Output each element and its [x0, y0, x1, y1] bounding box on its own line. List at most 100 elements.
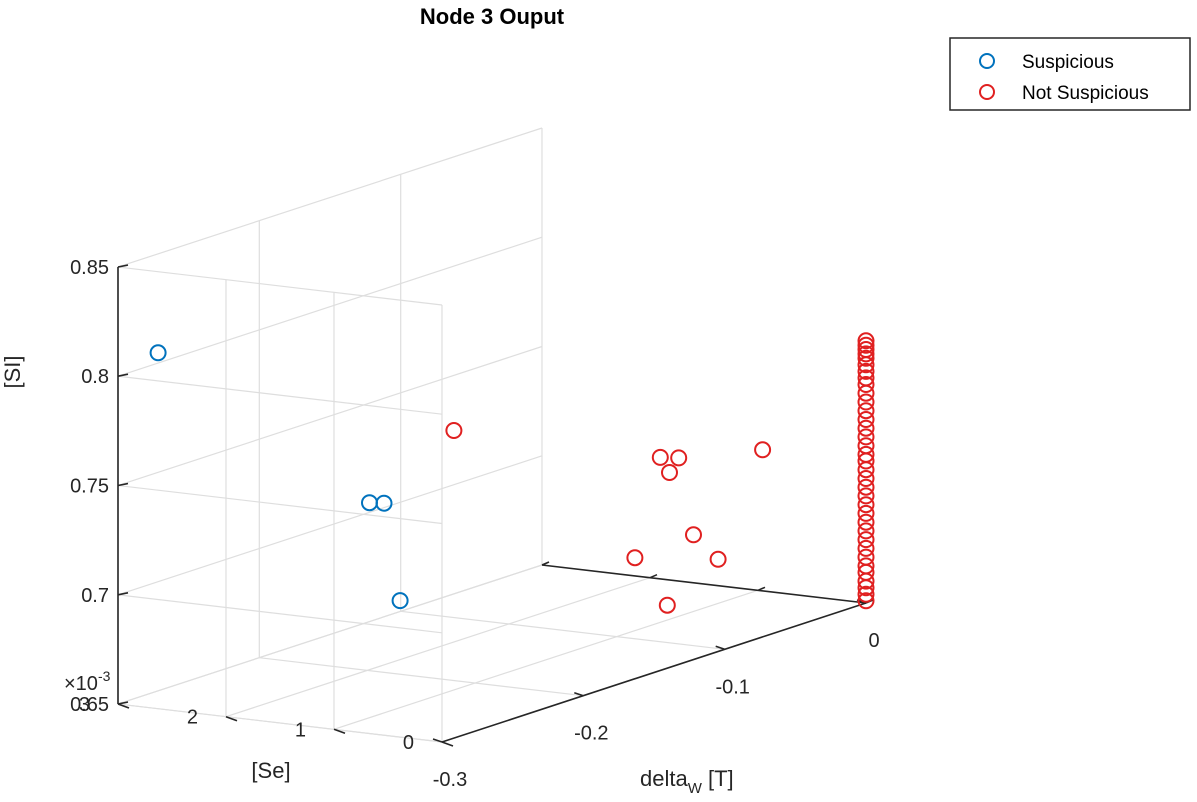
data-point-not-suspicious	[857, 585, 875, 603]
z-tick-label: 0.65	[70, 694, 109, 716]
data-point-not-suspicious	[857, 349, 875, 367]
x-tick-label: 0	[868, 630, 879, 652]
legend-label-not-suspicious: Not Suspicious	[1022, 83, 1149, 104]
data-point-not-suspicious	[709, 550, 727, 568]
z-tick-mark	[117, 373, 129, 377]
data-point-not-suspicious	[661, 464, 678, 481]
data-point-not-suspicious	[857, 384, 875, 402]
grid-line-back-z	[117, 345, 543, 487]
data-point-not-suspicious	[857, 369, 875, 387]
data-point-not-suspicious	[857, 341, 875, 358]
data-point-not-suspicious	[857, 336, 875, 354]
grid-line-floor-x	[400, 610, 725, 650]
data-point-not-suspicious	[857, 402, 875, 420]
data-point-not-suspicious	[857, 461, 875, 479]
y-tick-mark	[117, 703, 130, 709]
y-tick-label: 0	[403, 732, 414, 754]
z-tick-label: 0.75	[70, 476, 109, 498]
z-tick-label: 0.8	[81, 366, 109, 388]
data-point-not-suspicious	[857, 411, 875, 428]
tick-labels: -0.3 -0.2 -0.1 0 0 1 2 30.65 0.7 0.75 0.8 0.85	[70, 257, 880, 791]
data-point-not-suspicious	[857, 548, 875, 566]
data-point-not-suspicious	[857, 362, 875, 380]
x-axis-label-unit: [T]	[702, 766, 734, 791]
data-point-not-suspicious	[857, 557, 875, 575]
x-tick-label: -0.1	[715, 676, 749, 698]
data-point-not-suspicious	[626, 549, 644, 567]
data-point-suspicious	[149, 344, 167, 362]
data-point-not-suspicious	[857, 419, 875, 437]
y-tick-label: 3	[79, 694, 90, 716]
data-point-not-suspicious	[857, 513, 875, 531]
x-axis-label-base: delta	[640, 766, 688, 791]
grid-lines	[117, 127, 867, 743]
data-point-not-suspicious	[445, 422, 463, 439]
legend-marker-not-suspicious	[979, 84, 995, 100]
legend-label-suspicious: Suspicious	[1022, 52, 1114, 73]
grid-line-side-z	[117, 594, 443, 634]
data-point-not-suspicious	[857, 428, 875, 446]
grid-line-floor-y	[225, 577, 651, 718]
y-axis-exponent-prefix: ×10	[64, 673, 98, 695]
data-point-not-suspicious	[670, 449, 688, 467]
y-tick-label: 2	[187, 707, 198, 729]
y-axis-label: [Se]	[251, 758, 290, 783]
data-point-not-suspicious	[651, 448, 669, 466]
y-tick-mark	[541, 561, 550, 566]
data-point-suspicious	[361, 494, 378, 512]
grid-line-side-z	[117, 375, 443, 415]
data-point-suspicious	[375, 494, 393, 512]
data-point-not-suspicious	[857, 332, 875, 350]
z-axis-label: [SI]	[0, 355, 25, 388]
z-tick-mark	[117, 264, 129, 268]
data-point-suspicious	[391, 592, 409, 610]
x-tick-label: -0.3	[433, 769, 467, 791]
data-point-not-suspicious	[685, 526, 702, 544]
grid-line-back-z	[117, 236, 543, 377]
x-tick-mark	[574, 691, 584, 697]
data-point-not-suspicious	[857, 345, 875, 363]
data-point-not-suspicious	[857, 487, 875, 505]
x-axis-label-subscript: W	[688, 780, 703, 797]
grid-line-floor-y	[333, 589, 759, 730]
y-axis-line	[541, 564, 867, 604]
x-tick-mark	[715, 645, 725, 651]
y-tick-mark	[333, 728, 346, 735]
data-point-not-suspicious	[857, 531, 875, 549]
data-points	[149, 332, 875, 614]
grid-line-back-z	[117, 455, 543, 596]
grid-line-side-z	[117, 703, 443, 743]
z-tick-mark	[117, 482, 129, 487]
grid-line-back-z	[117, 127, 543, 268]
grid-line-side-z	[117, 266, 443, 306]
y-tick-mark	[757, 586, 766, 592]
y-tick-mark	[441, 741, 454, 747]
data-point-not-suspicious	[857, 522, 875, 540]
grid-line-side-z	[117, 484, 443, 525]
z-tick-label: 0.85	[70, 257, 109, 279]
data-point-not-suspicious	[857, 445, 875, 463]
data-point-not-suspicious	[857, 478, 875, 496]
data-point-not-suspicious	[857, 504, 875, 522]
x-tick-label: -0.2	[574, 723, 608, 745]
data-point-not-suspicious	[857, 592, 875, 610]
axes	[117, 264, 874, 747]
data-point-not-suspicious	[658, 596, 676, 614]
y-axis-exponent: ×10-3	[64, 668, 111, 695]
data-point-not-suspicious	[857, 539, 875, 557]
z-tick-mark	[117, 592, 129, 596]
x-tick-mark	[432, 738, 443, 743]
grid-line-back-z	[117, 564, 543, 705]
z-tick-label: 0.7	[81, 585, 109, 607]
z-tick-mark	[117, 701, 129, 705]
legend: Suspicious Not Suspicious	[949, 37, 1191, 111]
grid-line-floor-x	[259, 657, 584, 697]
data-point-not-suspicious	[857, 376, 875, 393]
data-point-not-suspicious	[857, 437, 875, 455]
y-tick-mark	[225, 715, 238, 722]
y-axis-exponent-power: -3	[98, 668, 111, 684]
x-axis-label: deltaW [T]	[640, 766, 734, 797]
data-point-not-suspicious	[754, 441, 772, 459]
y-tick-label: 1	[295, 719, 306, 741]
